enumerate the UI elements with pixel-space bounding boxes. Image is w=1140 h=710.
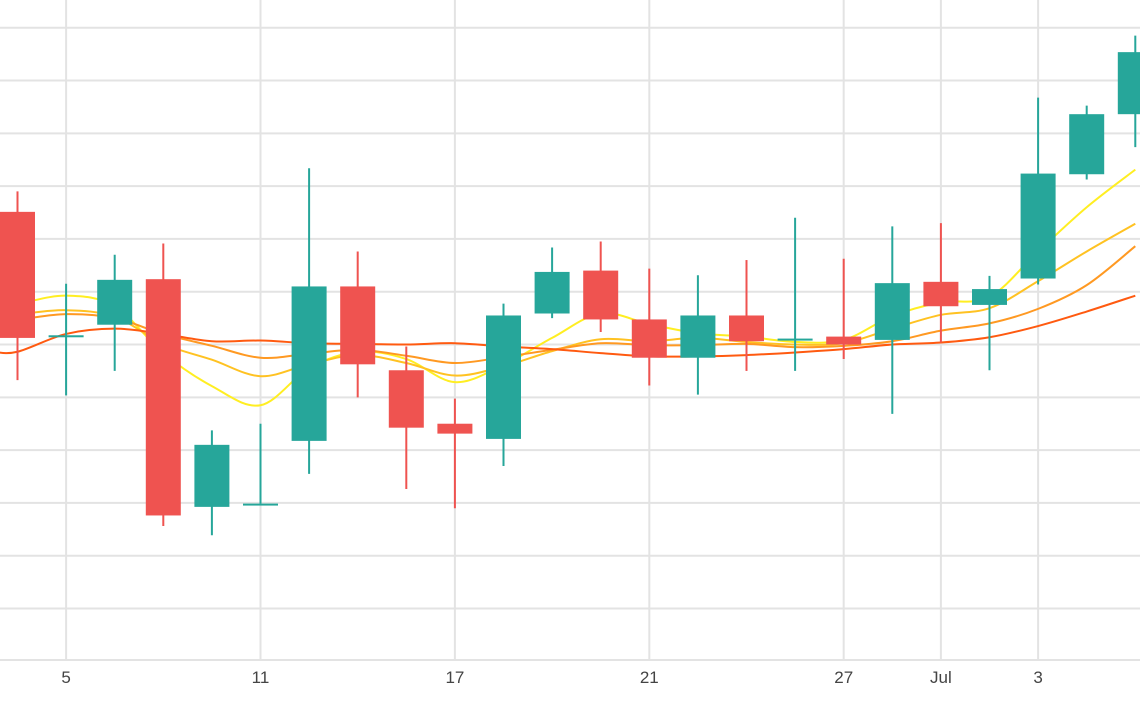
candle-body <box>0 211 35 338</box>
candle-body <box>1020 173 1056 279</box>
candle <box>243 423 278 506</box>
x-tick-label: 11 <box>252 668 270 687</box>
candle <box>388 346 424 490</box>
candle-body <box>583 270 619 320</box>
candle <box>680 275 716 395</box>
candle <box>826 258 862 360</box>
candles <box>0 35 1140 536</box>
candle <box>729 260 764 371</box>
candle-body <box>777 338 813 341</box>
candle <box>777 217 813 371</box>
candle <box>534 247 570 319</box>
candle <box>437 398 473 509</box>
candle-body <box>729 315 764 342</box>
candle-body <box>631 319 667 358</box>
x-tick-label: 17 <box>445 668 464 687</box>
candle-body <box>826 336 862 345</box>
candle <box>583 241 619 332</box>
x-tick-label: 5 <box>61 668 70 687</box>
candle <box>1069 105 1105 180</box>
candle <box>340 251 376 398</box>
candle <box>972 275 1007 371</box>
candle-body <box>437 423 473 434</box>
x-tick-label: 27 <box>834 668 853 687</box>
horizontal-gridlines <box>0 26 1140 661</box>
candle-body <box>534 271 570 314</box>
candle-body <box>340 286 376 365</box>
candle-body <box>1069 114 1105 175</box>
candle <box>194 430 230 536</box>
candle-body <box>1117 52 1140 115</box>
candle-body <box>388 370 424 428</box>
candle <box>874 226 910 414</box>
candle <box>48 283 84 396</box>
x-tick-label: Jul <box>930 668 952 687</box>
candle <box>486 303 521 466</box>
candle-body <box>923 281 959 307</box>
candle-body <box>243 503 278 506</box>
candle-body <box>291 286 327 441</box>
x-tick-label: 3 <box>1033 668 1042 687</box>
candle-body <box>486 315 521 439</box>
candle <box>923 223 959 343</box>
candle <box>1020 97 1056 285</box>
x-tick-label: 21 <box>640 668 659 687</box>
candle <box>0 191 35 381</box>
candle-body <box>972 289 1007 305</box>
candle-body <box>680 315 716 358</box>
candle-body <box>145 279 181 516</box>
candle <box>631 268 667 386</box>
candle <box>145 243 181 527</box>
candle-body <box>48 335 84 338</box>
candle-body <box>97 279 133 325</box>
candle <box>1117 35 1140 148</box>
candle <box>291 168 327 474</box>
candle-body <box>194 444 230 507</box>
x-axis-tick-labels: 5 11 17 21 27 Jul 3 <box>61 668 1042 687</box>
candle-body <box>874 283 910 340</box>
candle <box>97 254 133 371</box>
